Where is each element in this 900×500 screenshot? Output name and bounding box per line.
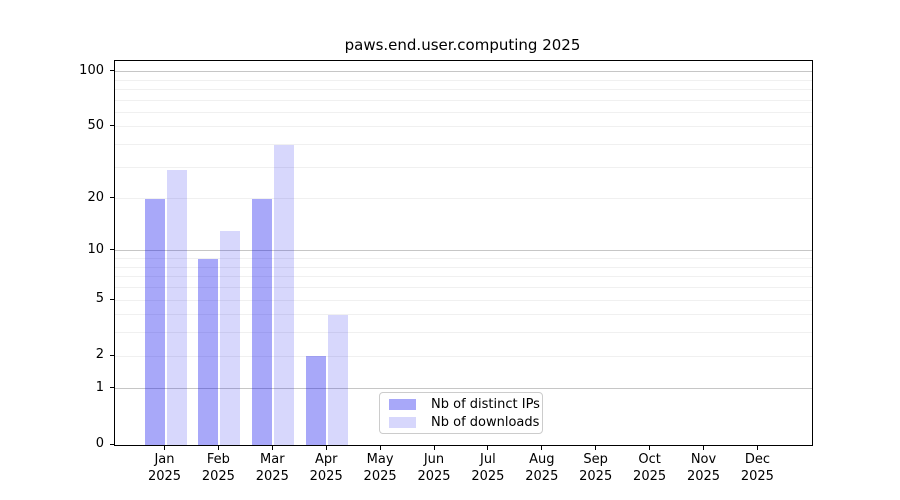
x-tick-label-feb: Feb 2025 — [190, 451, 246, 485]
plot-area — [114, 60, 813, 446]
x-tick-year-mar: 2025 — [255, 469, 289, 484]
x-tick-year-aug: 2025 — [525, 469, 559, 484]
y-tick-100 — [110, 70, 115, 72]
x-tick-feb — [217, 445, 219, 450]
gridline-minor-2 — [115, 355, 812, 357]
legend-label-downloads: Nb of downloads — [431, 414, 540, 430]
x-tick-label-jan: Jan 2025 — [137, 451, 193, 485]
gridline-minor-70 — [115, 99, 812, 101]
y-tick-label-1: 1 — [95, 379, 104, 395]
gridline-minor-8 — [115, 266, 812, 268]
x-tick-jun — [433, 445, 435, 450]
legend-label-distinct-ips: Nb of distinct IPs — [431, 396, 540, 412]
y-tick-0 — [110, 443, 115, 445]
x-tick-label-jul: Jul 2025 — [460, 451, 516, 485]
y-tick-50 — [110, 125, 115, 127]
x-tick-may — [379, 445, 381, 450]
x-tick-label-jun: Jun 2025 — [406, 451, 462, 485]
y-tick-20 — [110, 197, 115, 199]
bar-mar-distinct-ips — [252, 198, 273, 445]
gridline-minor-5 — [115, 299, 812, 301]
gridline-minor-60 — [115, 111, 812, 113]
x-tick-year-jun: 2025 — [417, 469, 451, 484]
x-tick-year-apr: 2025 — [309, 469, 343, 484]
x-tick-label-apr: Apr 2025 — [298, 451, 354, 485]
x-tick-nov — [703, 445, 704, 450]
gridline-minor-7 — [115, 276, 812, 278]
legend: Nb of distinct IPs Nb of downloads — [379, 392, 543, 434]
bar-feb-downloads — [220, 231, 241, 445]
x-tick-jan — [164, 445, 165, 450]
x-tick-label-sep: Sep 2025 — [568, 451, 624, 485]
bar-apr-distinct-ips — [306, 356, 327, 445]
legend-swatch-distinct-ips — [389, 398, 416, 410]
gridline-minor-40 — [115, 144, 812, 146]
y-tick-10 — [110, 249, 115, 251]
gridline-major-100 — [115, 71, 812, 73]
x-tick-year-nov: 2025 — [686, 469, 721, 484]
x-tick-year-may: 2025 — [363, 469, 397, 484]
x-tick-label-dec: Dec 2025 — [729, 451, 785, 485]
gridline-minor-9 — [115, 258, 812, 260]
bar-apr-downloads — [328, 314, 349, 445]
x-tick-label-may: May 2025 — [352, 451, 408, 485]
gridline-minor-80 — [115, 88, 812, 90]
x-tick-label-oct: Oct 2025 — [622, 451, 678, 485]
x-tick-oct — [649, 445, 651, 450]
x-tick-year-dec: 2025 — [740, 469, 774, 484]
chart-title: paws.end.user.computing 2025 — [344, 36, 581, 54]
y-tick-2 — [110, 354, 115, 356]
x-tick-label-aug: Aug 2025 — [514, 451, 570, 485]
gridline-minor-6 — [115, 287, 812, 289]
y-tick-5 — [110, 298, 115, 300]
y-tick-label-20: 20 — [87, 189, 104, 205]
x-tick-jul — [487, 445, 489, 450]
gridline-minor-50 — [115, 126, 812, 128]
x-tick-label-mar: Mar 2025 — [244, 451, 300, 485]
legend-swatch-downloads — [389, 416, 416, 428]
gridline-major-10 — [115, 250, 812, 252]
y-tick-label-2: 2 — [95, 347, 104, 363]
gridline-minor-90 — [115, 79, 812, 81]
y-tick-label-100: 100 — [79, 62, 104, 78]
legend-row: Nb of downloads — [380, 416, 542, 429]
gridline-minor-3 — [115, 332, 812, 334]
x-tick-aug — [541, 445, 543, 450]
x-tick-year-jul: 2025 — [471, 469, 505, 484]
x-tick-year-sep: 2025 — [579, 469, 613, 484]
x-tick-sep — [595, 445, 597, 450]
x-tick-mar — [271, 445, 273, 450]
y-tick-label-0: 0 — [95, 436, 104, 451]
bar-jan-downloads — [166, 169, 187, 445]
bar-mar-downloads — [274, 144, 295, 445]
x-tick-year-jan: 2025 — [147, 469, 182, 484]
bar-feb-distinct-ips — [198, 258, 219, 445]
x-tick-year-feb: 2025 — [201, 469, 235, 484]
gridline-major-1 — [115, 388, 812, 390]
gridline-minor-20 — [115, 198, 812, 200]
x-tick-year-oct: 2025 — [633, 469, 667, 484]
gridline-minor-4 — [115, 314, 812, 316]
legend-row: Nb of distinct IPs — [380, 398, 542, 411]
x-tick-label-nov: Nov 2025 — [676, 451, 732, 485]
y-tick-1 — [110, 387, 115, 389]
bar-jan-distinct-ips — [144, 198, 165, 445]
y-tick-label-50: 50 — [87, 117, 104, 133]
y-tick-label-10: 10 — [87, 241, 104, 257]
x-tick-dec — [756, 445, 758, 450]
y-tick-label-5: 5 — [95, 291, 104, 307]
gridline-minor-30 — [115, 166, 812, 168]
x-tick-apr — [325, 445, 327, 450]
